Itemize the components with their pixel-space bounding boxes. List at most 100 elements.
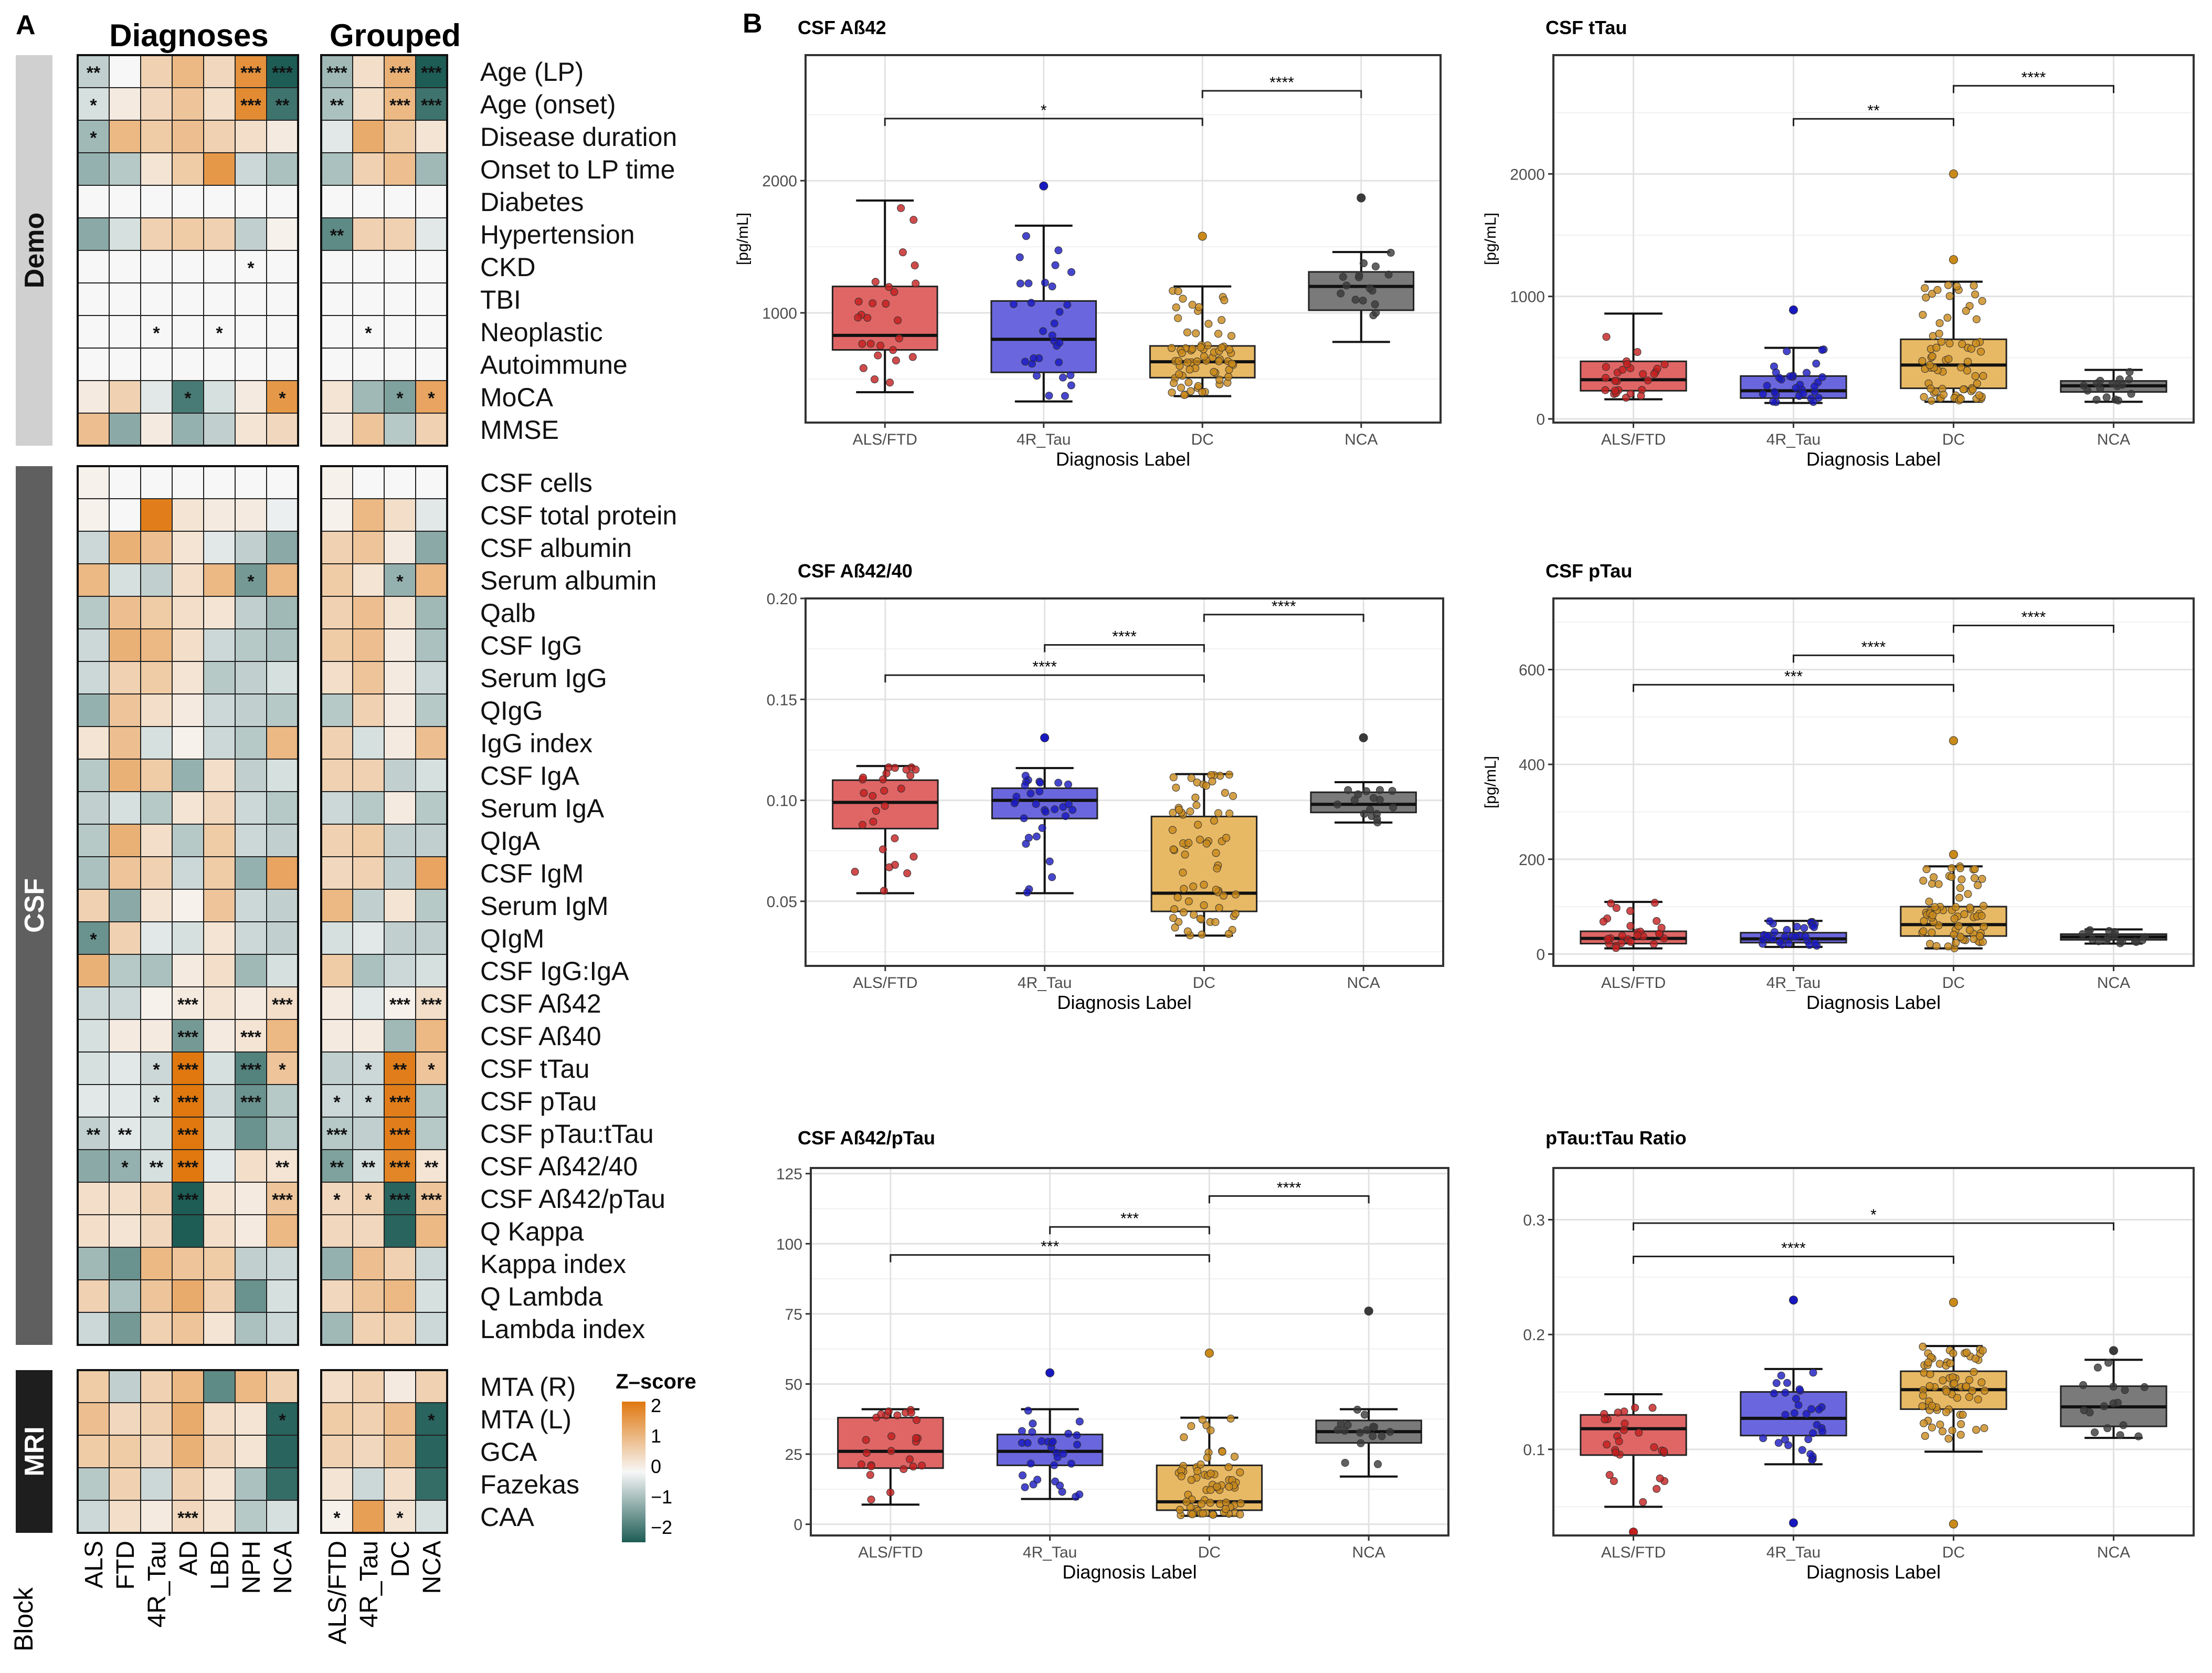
data-point <box>1942 1387 1951 1396</box>
heatmap-cell <box>415 726 448 760</box>
outlier-point <box>1045 1368 1055 1377</box>
heatmap-cell <box>235 1402 267 1436</box>
heatmap-cell <box>203 1500 236 1533</box>
column-label: NCA <box>269 1541 297 1594</box>
heatmap-cell <box>321 531 353 564</box>
significance-stars: * <box>396 572 404 592</box>
heatmap-cell <box>415 889 448 922</box>
heatmap-cell <box>109 889 141 922</box>
heatmap-cell <box>235 1467 267 1501</box>
outlier-point <box>1949 850 1958 859</box>
heatmap-cell <box>172 1084 204 1118</box>
data-point <box>1231 890 1240 899</box>
data-point <box>1181 850 1189 859</box>
heatmap-cell <box>109 1247 141 1280</box>
heatmap-cell <box>77 889 110 922</box>
heatmap-cell <box>203 1279 236 1313</box>
heatmap-cell <box>321 1019 353 1053</box>
data-point <box>1769 397 1777 406</box>
row-label: MTA (L) <box>480 1405 571 1434</box>
heatmap-cell <box>235 380 267 414</box>
significance-stars: *** <box>389 995 410 1015</box>
heatmap-cell <box>352 250 385 283</box>
data-point <box>1792 384 1800 392</box>
data-point <box>1919 1392 1927 1400</box>
x-tick-label: DC <box>1942 974 1965 992</box>
data-point <box>1020 814 1028 823</box>
data-point <box>1618 365 1627 374</box>
row-label: CSF Aß40 <box>480 1022 601 1051</box>
data-point <box>1935 330 1943 338</box>
row-label: Serum albumin <box>480 566 657 595</box>
data-point <box>1621 1419 1629 1428</box>
heatmap-cell <box>266 1312 299 1345</box>
heatmap-cell <box>384 120 416 153</box>
data-point <box>1939 1427 1947 1436</box>
heatmap-cell <box>352 1467 385 1501</box>
heatmap-cell <box>172 1370 204 1403</box>
heatmap-cell <box>352 596 385 629</box>
data-point <box>1783 1379 1791 1387</box>
data-point <box>1956 932 1965 941</box>
heatmap-cell <box>384 282 416 316</box>
heatmap-cell <box>352 120 385 153</box>
data-point <box>1012 793 1021 801</box>
y-tick-label: 1000 <box>762 305 797 322</box>
data-point <box>1337 289 1345 298</box>
heatmap-cell <box>203 87 236 121</box>
data-point <box>2096 384 2104 393</box>
significance-bracket <box>1044 644 1205 653</box>
heatmap-cell <box>109 217 141 251</box>
data-point <box>1018 1427 1026 1435</box>
data-point <box>1928 880 1936 888</box>
data-point <box>1064 800 1073 808</box>
data-point <box>1054 246 1063 255</box>
heatmap-cell <box>415 791 448 825</box>
data-point <box>1214 809 1223 817</box>
heatmap-cell <box>266 726 299 760</box>
heatmap-cell <box>384 413 416 446</box>
heatmap-cell <box>77 856 110 890</box>
data-point <box>1657 923 1666 932</box>
significance-label: **** <box>1781 1239 1806 1257</box>
column-label: DC <box>387 1541 415 1577</box>
box-4R_Tau <box>990 300 1097 373</box>
data-point <box>1944 942 1952 951</box>
data-point <box>1968 385 1977 394</box>
data-point <box>880 786 888 795</box>
data-point <box>1177 1472 1186 1480</box>
heatmap-cell <box>140 531 173 564</box>
data-point <box>1957 363 1965 372</box>
data-point <box>1197 343 1205 352</box>
heatmap-cell <box>321 563 353 597</box>
data-point <box>891 764 899 772</box>
significance-stars: *** <box>421 1190 442 1210</box>
heatmap-cell <box>77 413 110 446</box>
heatmap-cell <box>321 1370 353 1403</box>
data-point <box>1174 314 1182 322</box>
data-point <box>882 300 890 308</box>
outlier-point <box>2109 1346 2118 1355</box>
heatmap-cell <box>140 1019 173 1053</box>
heatmap-cell <box>109 1370 141 1403</box>
significance-stars: *** <box>389 63 410 83</box>
plot-background <box>1553 598 2194 966</box>
heatmap-cell <box>203 596 236 629</box>
data-point <box>1806 1450 1815 1458</box>
heatmap-cell <box>77 380 110 414</box>
data-point <box>1965 1393 1973 1401</box>
heatmap-cell <box>352 1247 385 1280</box>
data-point <box>1038 824 1046 832</box>
y-tick-label: 0.15 <box>767 691 797 709</box>
data-point <box>1357 1439 1365 1447</box>
data-point <box>1171 923 1179 932</box>
data-point <box>892 356 900 365</box>
column-label: LBD <box>206 1541 234 1590</box>
heatmap-cell <box>172 87 204 121</box>
row-label: CAA <box>480 1502 534 1532</box>
plot-title: CSF pTau <box>1546 560 1632 582</box>
heatmap-cell <box>235 1182 267 1215</box>
data-point <box>1362 787 1371 795</box>
data-point <box>1781 1388 1790 1397</box>
heatmap-cell <box>352 824 385 857</box>
